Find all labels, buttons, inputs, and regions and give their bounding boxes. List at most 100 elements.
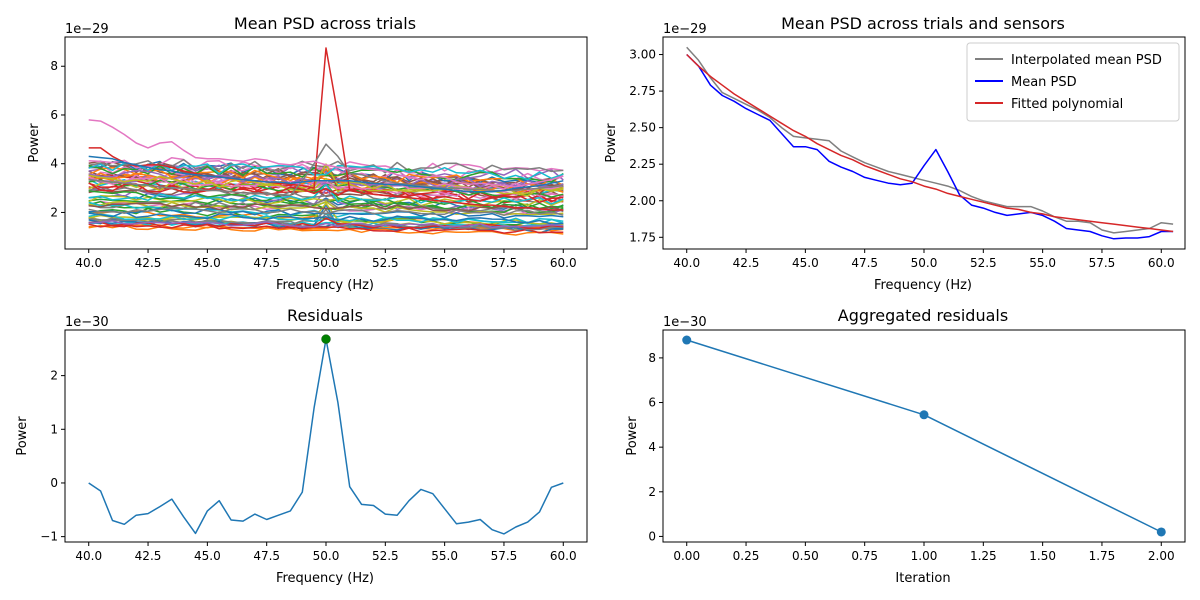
y-tick-label: 2.25 xyxy=(629,157,656,171)
x-tick-label: 52.5 xyxy=(372,256,399,270)
axes-frame xyxy=(64,329,588,543)
x-tick-label: 0.50 xyxy=(792,549,819,563)
x-axis-label: Frequency (Hz) xyxy=(276,571,374,586)
x-tick-label: 45.0 xyxy=(194,256,221,270)
data-point xyxy=(1156,527,1166,537)
y-axis-label: Power xyxy=(15,416,30,456)
y-tick-label: 1 xyxy=(50,422,58,436)
x-tick-label: 42.5 xyxy=(135,549,162,563)
y-tick-label: 2 xyxy=(50,205,58,219)
x-tick-label: 0.25 xyxy=(733,549,760,563)
x-axis-label: Iteration xyxy=(895,571,950,586)
chart-title: Residuals xyxy=(287,306,363,325)
y-tick-label: 3.00 xyxy=(629,48,656,62)
series-line xyxy=(88,119,564,188)
x-tick-label: 40.0 xyxy=(75,256,102,270)
x-tick-label: 1.75 xyxy=(1089,549,1116,563)
data-point xyxy=(919,410,929,420)
legend-box xyxy=(966,42,1180,122)
trial-line xyxy=(88,220,564,229)
x-axis-label: Frequency (Hz) xyxy=(276,278,374,293)
trial-line xyxy=(88,207,564,217)
series-line xyxy=(686,339,1162,533)
chart-title: Mean PSD across trials xyxy=(234,14,416,33)
legend-label: Fitted polynomial xyxy=(1011,97,1123,112)
trial-line xyxy=(88,202,564,226)
x-tick-label: 47.5 xyxy=(851,256,878,270)
y-tick-label: 2.50 xyxy=(629,121,656,135)
x-tick-label: 0.00 xyxy=(673,549,700,563)
trial-line xyxy=(88,213,564,224)
y-axis-label: Power xyxy=(604,123,619,163)
x-tick-label: 50.0 xyxy=(313,549,340,563)
chart-residuals: Residuals 1e−30 Frequency (Hz) Power 40.… xyxy=(15,306,588,586)
x-tick-label: 52.5 xyxy=(372,549,399,563)
x-tick-label: 1.50 xyxy=(1029,549,1056,563)
x-tick-label: 1.25 xyxy=(970,549,997,563)
legend-label: Mean PSD xyxy=(1011,75,1077,90)
y-axis-label: Power xyxy=(625,416,640,456)
x-axis-label: Frequency (Hz) xyxy=(874,278,972,293)
x-tick-label: 55.0 xyxy=(431,549,458,563)
y-axis-label: Power xyxy=(27,123,42,163)
trial-line xyxy=(88,198,564,213)
peak-marker xyxy=(321,334,331,344)
y-tick-label: 2 xyxy=(648,485,656,499)
y-tick-label: 0 xyxy=(648,529,656,543)
x-tick-label: 0.75 xyxy=(851,549,878,563)
x-tick-label: 57.5 xyxy=(491,549,518,563)
trial-line xyxy=(88,202,564,212)
y-tick-label: 6 xyxy=(50,108,58,122)
y-tick-label: 2.75 xyxy=(629,84,656,98)
x-tick-label: 57.5 xyxy=(1089,256,1116,270)
legend: Interpolated mean PSD Mean PSD Fitted poly… xyxy=(966,42,1180,122)
x-tick-label: 52.5 xyxy=(970,256,997,270)
series-group xyxy=(88,338,564,535)
y-tick-label: 6 xyxy=(648,396,656,410)
trial-line xyxy=(88,176,564,191)
x-tick-label: 50.0 xyxy=(911,256,938,270)
series-line xyxy=(88,143,564,197)
trial-line xyxy=(88,211,564,225)
series-line xyxy=(88,155,564,193)
trial-line xyxy=(88,182,564,204)
trial-line xyxy=(88,223,564,232)
y-tick-label: 1.75 xyxy=(629,230,656,244)
x-tick-label: 40.0 xyxy=(75,549,102,563)
data-point xyxy=(682,335,692,345)
y-offset-text: 1e−30 xyxy=(65,315,109,330)
chart-title: Aggregated residuals xyxy=(838,306,1008,325)
trial-line xyxy=(88,163,564,181)
y-tick-label: 4 xyxy=(648,440,656,454)
x-tick-label: 45.0 xyxy=(792,256,819,270)
trial-line xyxy=(88,164,564,183)
x-tick-label: 45.0 xyxy=(194,549,221,563)
series-line xyxy=(88,338,564,535)
y-offset-text: 1e−29 xyxy=(663,22,707,37)
series-line xyxy=(686,53,1174,240)
x-tick-label: 60.0 xyxy=(1148,256,1175,270)
series-group xyxy=(88,47,564,236)
series-group xyxy=(686,46,1174,240)
y-tick-label: 2.00 xyxy=(629,194,656,208)
y-tick-label: 8 xyxy=(50,59,58,73)
trial-line xyxy=(88,208,564,231)
x-tick-label: 55.0 xyxy=(1029,256,1056,270)
chart-title: Mean PSD across trials and sensors xyxy=(781,14,1065,33)
y-tick-label: 0 xyxy=(50,476,58,490)
x-tick-label: 1.00 xyxy=(911,549,938,563)
series-group xyxy=(686,339,1162,533)
x-tick-label: 47.5 xyxy=(253,549,280,563)
axes-frame xyxy=(662,329,1186,543)
y-tick-label: −1 xyxy=(40,530,58,544)
x-tick-label: 50.0 xyxy=(313,256,340,270)
legend-label: Interpolated mean PSD xyxy=(1011,53,1162,68)
y-tick-label: 8 xyxy=(648,351,656,365)
x-tick-label: 57.5 xyxy=(491,256,518,270)
x-tick-label: 47.5 xyxy=(253,256,280,270)
x-tick-label: 40.0 xyxy=(673,256,700,270)
chart-mean-psd-across-trials: Mean PSD across trials 1e−29 Frequency (… xyxy=(27,14,588,293)
y-offset-text: 1e−29 xyxy=(65,22,109,37)
x-tick-label: 42.5 xyxy=(733,256,760,270)
